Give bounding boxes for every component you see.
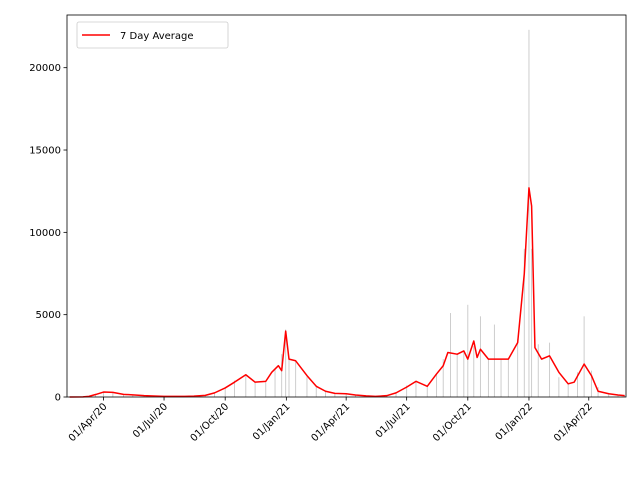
daily-bar bbox=[112, 392, 114, 397]
daily-bar bbox=[415, 380, 417, 397]
daily-bar bbox=[265, 382, 267, 397]
daily-bar bbox=[285, 329, 287, 397]
y-axis: 0 5000 10000 15000 20000 bbox=[29, 63, 67, 404]
daily-bar bbox=[537, 344, 539, 397]
average-line-group bbox=[69, 187, 625, 398]
daily-bar bbox=[590, 370, 592, 397]
daily-bar bbox=[281, 354, 283, 397]
average-line bbox=[69, 187, 625, 398]
daily-bar bbox=[500, 359, 502, 397]
daily-bar bbox=[436, 373, 438, 397]
daily-bar bbox=[597, 387, 599, 397]
daily-bar bbox=[442, 359, 444, 397]
daily-bar bbox=[132, 394, 134, 397]
daily-bar bbox=[204, 395, 206, 397]
daily-bar bbox=[234, 380, 235, 397]
daily-bar bbox=[426, 385, 428, 397]
legend: 7 Day Average bbox=[76, 21, 229, 49]
daily-bars bbox=[82, 29, 626, 397]
daily-bar bbox=[549, 342, 551, 397]
daily-bar bbox=[577, 372, 578, 397]
daily-bar bbox=[583, 316, 585, 397]
legend-label-7-day-average: 7 Day Average bbox=[120, 31, 194, 42]
daily-bar bbox=[528, 29, 530, 397]
daily-bar bbox=[456, 354, 458, 397]
y-tick-label: 5000 bbox=[36, 310, 61, 321]
y-tick-label: 20000 bbox=[29, 63, 61, 74]
daily-bar bbox=[507, 359, 509, 397]
daily-bar bbox=[355, 394, 356, 397]
daily-bar bbox=[345, 393, 347, 397]
daily-bar bbox=[479, 316, 481, 397]
y-tick-label: 0 bbox=[55, 393, 61, 404]
daily-bar bbox=[123, 394, 124, 397]
daily-bar bbox=[450, 313, 451, 397]
daily-bar bbox=[487, 359, 489, 397]
daily-bar bbox=[95, 393, 97, 397]
legend-box bbox=[76, 21, 229, 49]
y-tick-label: 15000 bbox=[29, 146, 61, 157]
daily-bar bbox=[624, 395, 626, 397]
daily-bar bbox=[288, 357, 290, 397]
daily-bar bbox=[245, 374, 247, 397]
daily-bar bbox=[567, 383, 569, 397]
daily-bar bbox=[325, 391, 327, 397]
daily-bar bbox=[315, 387, 317, 397]
daily-bar bbox=[103, 392, 105, 397]
daily-bar bbox=[531, 248, 533, 397]
daily-bar bbox=[224, 387, 226, 397]
daily-bar bbox=[473, 345, 475, 397]
daily-bar bbox=[406, 385, 408, 397]
daily-bar bbox=[334, 393, 336, 397]
daily-bar bbox=[295, 360, 297, 397]
daily-bar bbox=[467, 304, 469, 397]
daily-bar bbox=[493, 324, 495, 397]
y-tick-label: 10000 bbox=[29, 228, 61, 239]
daily-bar bbox=[558, 377, 560, 397]
daily-bar bbox=[463, 350, 465, 397]
daily-bar bbox=[306, 377, 308, 397]
daily-bar bbox=[254, 382, 256, 397]
daily-bar bbox=[517, 339, 519, 397]
daily-bar bbox=[608, 392, 610, 397]
daily-bar bbox=[214, 392, 216, 397]
daily-bar bbox=[274, 369, 276, 397]
daily-bar bbox=[523, 248, 525, 397]
daily-bar bbox=[395, 392, 397, 397]
